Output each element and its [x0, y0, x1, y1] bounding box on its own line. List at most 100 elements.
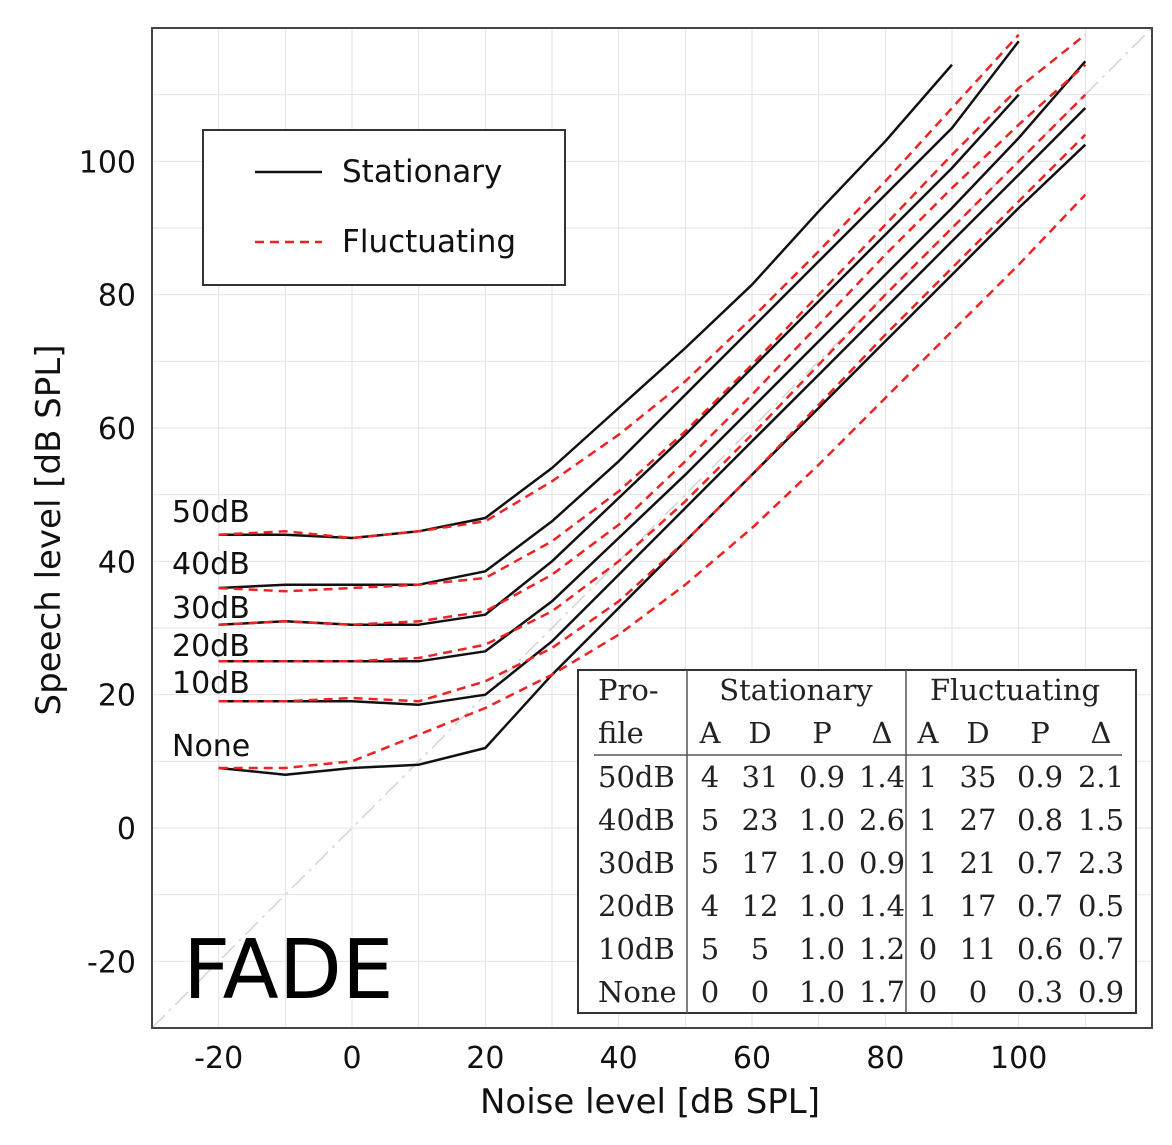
series-line-stationary-30db — [218, 93, 1020, 626]
table-cell: 1.2 — [859, 932, 905, 966]
table-cell: 0.9 — [1017, 760, 1063, 794]
series-line-fluctuating-30db — [218, 63, 1087, 626]
table-subheader: Δ — [1091, 716, 1112, 750]
profile-label-40db: 40dB — [172, 547, 250, 582]
table-cell: 0.6 — [1017, 932, 1063, 966]
series-line-stationary-none — [218, 143, 1087, 776]
table-subheader: A — [699, 716, 722, 750]
x-tick-label: 60 — [733, 1041, 771, 1076]
table-cell: 1 — [919, 846, 937, 880]
table-cell: 0.3 — [1017, 975, 1063, 1009]
legend: Stationary Fluctuating — [202, 129, 566, 286]
table-cell: 21 — [960, 846, 997, 880]
series-line-fluctuating-none — [218, 193, 1087, 770]
table-header-fluctuating: Fluctuating — [930, 673, 1100, 707]
table-cell: 0.5 — [1078, 889, 1124, 923]
series-line-stationary-40db — [218, 40, 1020, 590]
x-tick-label: -20 — [194, 1041, 243, 1076]
table-cell: 2.3 — [1078, 846, 1124, 880]
table-cell: 4 — [701, 889, 719, 923]
table-cell: 1.0 — [799, 846, 845, 880]
series-line-fluctuating-10db — [218, 133, 1087, 703]
table-cell: 0 — [919, 932, 937, 966]
profile-label-50db: 50dB — [172, 495, 250, 530]
table-cell: 0.7 — [1017, 846, 1063, 880]
diagonal-reference-line — [151, 27, 1153, 1029]
profile-label-none: None — [172, 729, 250, 764]
table-cell: 4 — [701, 760, 719, 794]
table-cell: 5 — [751, 932, 769, 966]
table-cell: 1 — [919, 889, 937, 923]
table-header-profile-2: file — [598, 716, 644, 750]
table-cell-profile: 50dB — [598, 760, 675, 794]
table-cell-profile: 10dB — [598, 932, 675, 966]
table-subheader: P — [1030, 716, 1050, 750]
table-header-stationary: Stationary — [719, 673, 873, 707]
profile-label-30db: 30dB — [172, 591, 250, 626]
table-cell: 17 — [742, 846, 779, 880]
table-cell: 27 — [960, 803, 997, 837]
table-cell: 0 — [969, 975, 987, 1009]
y-tick-label: 100 — [79, 145, 136, 180]
table-cell: 0.7 — [1017, 889, 1063, 923]
table-cell: 5 — [701, 846, 719, 880]
table-subheader: A — [917, 716, 940, 750]
table-cell: 0.7 — [1078, 932, 1124, 966]
table-row: 40dB 5 23 1.0 2.6 1 27 0.8 1.5 — [598, 803, 1124, 837]
table-frame — [577, 669, 1137, 1014]
y-tick-label: 80 — [98, 279, 136, 314]
table-cell: 1.5 — [1078, 803, 1124, 837]
x-tick-label: 40 — [600, 1041, 638, 1076]
series-layer — [218, 33, 1087, 776]
table-rows: 50dB 4 31 0.9 1.4 1 35 0.9 2.1 40dB 5 23 1.0 2.6 1 27 0.… — [598, 760, 1124, 1009]
table-cell-profile: None — [598, 975, 677, 1009]
y-tick-label: 60 — [98, 412, 136, 447]
table-cell: 2.1 — [1078, 760, 1124, 794]
table-header-profile-1: Pro- — [598, 673, 659, 707]
x-axis-label: Noise level [dB SPL] — [480, 1082, 820, 1122]
table-subheader: D — [966, 716, 989, 750]
y-axis-ticks: -20 0 20 40 60 80 100 — [79, 145, 136, 980]
table-cell: 5 — [701, 803, 719, 837]
profile-label-20db: 20dB — [172, 629, 250, 664]
table-cell: 0.9 — [1078, 975, 1124, 1009]
fade-annotation: FADE — [183, 923, 394, 1018]
table-cell: 1.0 — [799, 932, 845, 966]
table-cell: 1.0 — [799, 975, 845, 1009]
y-tick-label: 0 — [117, 812, 136, 847]
profile-label-10db: 10dB — [172, 666, 250, 701]
table-subheader: D — [748, 716, 771, 750]
table-cell: 1.0 — [799, 889, 845, 923]
table-cell-profile: 40dB — [598, 803, 675, 837]
plot-frame — [151, 27, 1153, 1029]
table-row: None 0 0 1.0 1.7 0 0 0.3 0.9 — [598, 975, 1124, 1009]
table-cell: 0.8 — [1017, 803, 1063, 837]
table-cell: 12 — [742, 889, 779, 923]
table-row: 50dB 4 31 0.9 1.4 1 35 0.9 2.1 — [598, 760, 1124, 794]
x-axis-ticks: -20 0 20 40 60 80 100 — [194, 1041, 1047, 1076]
table-row: 10dB 5 5 1.0 1.2 0 11 0.6 0.7 — [598, 932, 1124, 966]
table-cell: 1 — [919, 803, 937, 837]
table-cell: 0.9 — [859, 846, 905, 880]
profile-labels: 50dB 40dB 30dB 20dB 10dB None — [172, 495, 250, 764]
table-cell: 0 — [701, 975, 719, 1009]
table-cell: 35 — [960, 760, 997, 794]
table-cell: 11 — [960, 932, 997, 966]
y-tick-label: 20 — [98, 679, 136, 714]
table-cell-profile: 20dB — [598, 889, 675, 923]
table-cell: 31 — [742, 760, 779, 794]
series-line-fluctuating-40db — [218, 33, 1087, 593]
table-cell: 23 — [742, 803, 779, 837]
table-cell: 1.4 — [859, 889, 905, 923]
x-tick-label: 0 — [342, 1041, 361, 1076]
x-tick-label: 80 — [866, 1041, 904, 1076]
x-tick-label: 100 — [990, 1041, 1047, 1076]
table-cell: 0 — [919, 975, 937, 1009]
table-cell: 0.9 — [799, 760, 845, 794]
y-tick-label: -20 — [87, 945, 136, 980]
table-cell: 0 — [751, 975, 769, 1009]
legend-box — [202, 129, 566, 286]
table-subheader: P — [812, 716, 832, 750]
series-line-fluctuating-20db — [218, 93, 1087, 663]
